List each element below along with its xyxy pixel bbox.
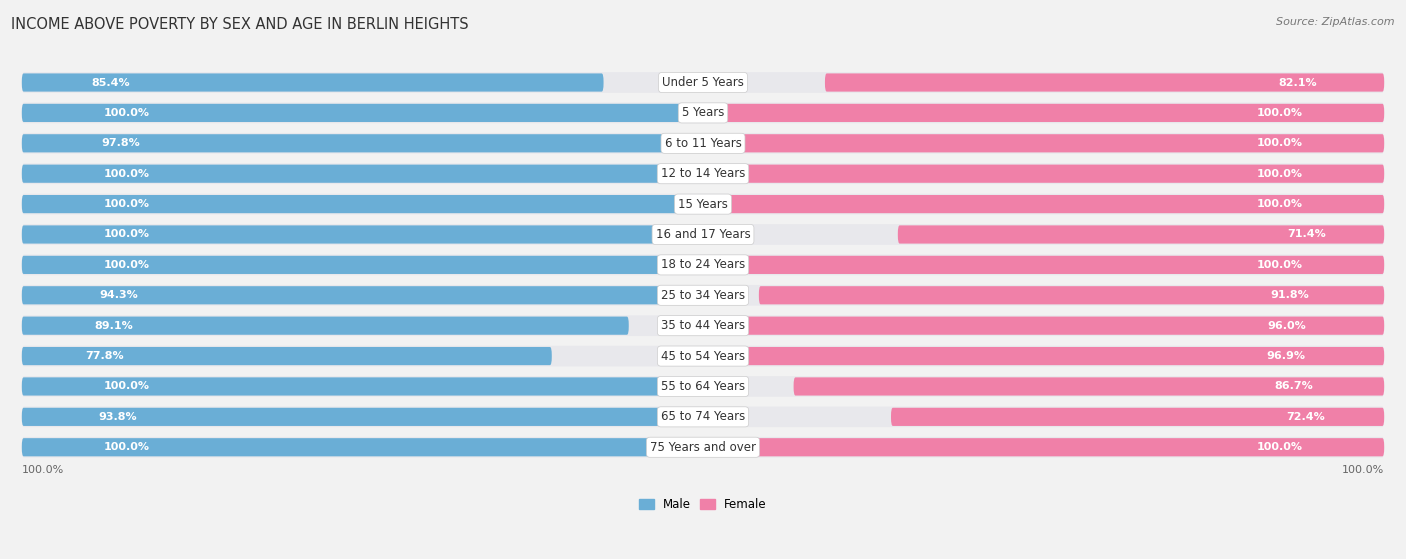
FancyBboxPatch shape: [22, 376, 1384, 397]
Text: 77.8%: 77.8%: [86, 351, 124, 361]
FancyBboxPatch shape: [22, 195, 703, 213]
Text: Under 5 Years: Under 5 Years: [662, 76, 744, 89]
Text: INCOME ABOVE POVERTY BY SEX AND AGE IN BERLIN HEIGHTS: INCOME ABOVE POVERTY BY SEX AND AGE IN B…: [11, 17, 468, 32]
Text: 100.0%: 100.0%: [104, 230, 149, 239]
FancyBboxPatch shape: [703, 134, 1384, 153]
Text: 35 to 44 Years: 35 to 44 Years: [661, 319, 745, 332]
FancyBboxPatch shape: [22, 164, 703, 183]
Legend: Male, Female: Male, Female: [636, 494, 770, 514]
Text: 100.0%: 100.0%: [1257, 108, 1302, 118]
Text: 82.1%: 82.1%: [1278, 78, 1317, 88]
FancyBboxPatch shape: [730, 316, 1384, 335]
FancyBboxPatch shape: [22, 102, 1384, 123]
FancyBboxPatch shape: [22, 256, 703, 274]
FancyBboxPatch shape: [22, 315, 1384, 336]
FancyBboxPatch shape: [724, 347, 1384, 365]
FancyBboxPatch shape: [22, 254, 1384, 275]
Text: 96.9%: 96.9%: [1265, 351, 1305, 361]
FancyBboxPatch shape: [22, 408, 661, 426]
FancyBboxPatch shape: [22, 73, 603, 92]
FancyBboxPatch shape: [22, 163, 1384, 184]
Text: 100.0%: 100.0%: [104, 381, 149, 391]
Text: 86.7%: 86.7%: [1275, 381, 1313, 391]
Text: 89.1%: 89.1%: [94, 321, 134, 331]
Text: 100.0%: 100.0%: [104, 260, 149, 270]
Text: 94.3%: 94.3%: [98, 290, 138, 300]
FancyBboxPatch shape: [703, 256, 1384, 274]
FancyBboxPatch shape: [22, 347, 551, 365]
FancyBboxPatch shape: [22, 286, 664, 304]
FancyBboxPatch shape: [22, 224, 1384, 245]
Text: 12 to 14 Years: 12 to 14 Years: [661, 167, 745, 180]
Text: 75 Years and over: 75 Years and over: [650, 440, 756, 454]
FancyBboxPatch shape: [22, 104, 703, 122]
FancyBboxPatch shape: [703, 164, 1384, 183]
Text: 100.0%: 100.0%: [104, 169, 149, 179]
FancyBboxPatch shape: [22, 438, 703, 456]
FancyBboxPatch shape: [22, 134, 688, 153]
FancyBboxPatch shape: [22, 285, 1384, 306]
Text: 100.0%: 100.0%: [1257, 169, 1302, 179]
FancyBboxPatch shape: [22, 194, 1384, 215]
Text: 100.0%: 100.0%: [22, 465, 65, 475]
FancyBboxPatch shape: [22, 345, 1384, 366]
Text: 55 to 64 Years: 55 to 64 Years: [661, 380, 745, 393]
FancyBboxPatch shape: [22, 377, 703, 396]
FancyBboxPatch shape: [22, 225, 703, 244]
Text: 96.0%: 96.0%: [1267, 321, 1306, 331]
FancyBboxPatch shape: [22, 316, 628, 335]
Text: 16 and 17 Years: 16 and 17 Years: [655, 228, 751, 241]
Text: 71.4%: 71.4%: [1286, 230, 1326, 239]
Text: 85.4%: 85.4%: [91, 78, 131, 88]
FancyBboxPatch shape: [891, 408, 1384, 426]
Text: 5 Years: 5 Years: [682, 106, 724, 120]
FancyBboxPatch shape: [898, 225, 1384, 244]
FancyBboxPatch shape: [22, 72, 1384, 93]
Text: 6 to 11 Years: 6 to 11 Years: [665, 137, 741, 150]
Text: Source: ZipAtlas.com: Source: ZipAtlas.com: [1277, 17, 1395, 27]
Text: 100.0%: 100.0%: [104, 108, 149, 118]
FancyBboxPatch shape: [759, 286, 1384, 304]
Text: 18 to 24 Years: 18 to 24 Years: [661, 258, 745, 271]
Text: 100.0%: 100.0%: [1341, 465, 1384, 475]
Text: 15 Years: 15 Years: [678, 197, 728, 211]
Text: 100.0%: 100.0%: [104, 199, 149, 209]
Text: 100.0%: 100.0%: [1257, 199, 1302, 209]
FancyBboxPatch shape: [703, 104, 1384, 122]
Text: 45 to 54 Years: 45 to 54 Years: [661, 349, 745, 363]
FancyBboxPatch shape: [22, 406, 1384, 427]
FancyBboxPatch shape: [703, 438, 1384, 456]
FancyBboxPatch shape: [22, 133, 1384, 154]
Text: 25 to 34 Years: 25 to 34 Years: [661, 289, 745, 302]
FancyBboxPatch shape: [22, 437, 1384, 458]
Text: 100.0%: 100.0%: [1257, 260, 1302, 270]
Text: 100.0%: 100.0%: [1257, 138, 1302, 148]
FancyBboxPatch shape: [703, 195, 1384, 213]
Text: 91.8%: 91.8%: [1271, 290, 1309, 300]
Text: 72.4%: 72.4%: [1286, 412, 1324, 422]
FancyBboxPatch shape: [825, 73, 1384, 92]
Text: 100.0%: 100.0%: [104, 442, 149, 452]
Text: 97.8%: 97.8%: [101, 138, 141, 148]
Text: 100.0%: 100.0%: [1257, 442, 1302, 452]
Text: 93.8%: 93.8%: [98, 412, 138, 422]
Text: 65 to 74 Years: 65 to 74 Years: [661, 410, 745, 423]
FancyBboxPatch shape: [793, 377, 1384, 396]
